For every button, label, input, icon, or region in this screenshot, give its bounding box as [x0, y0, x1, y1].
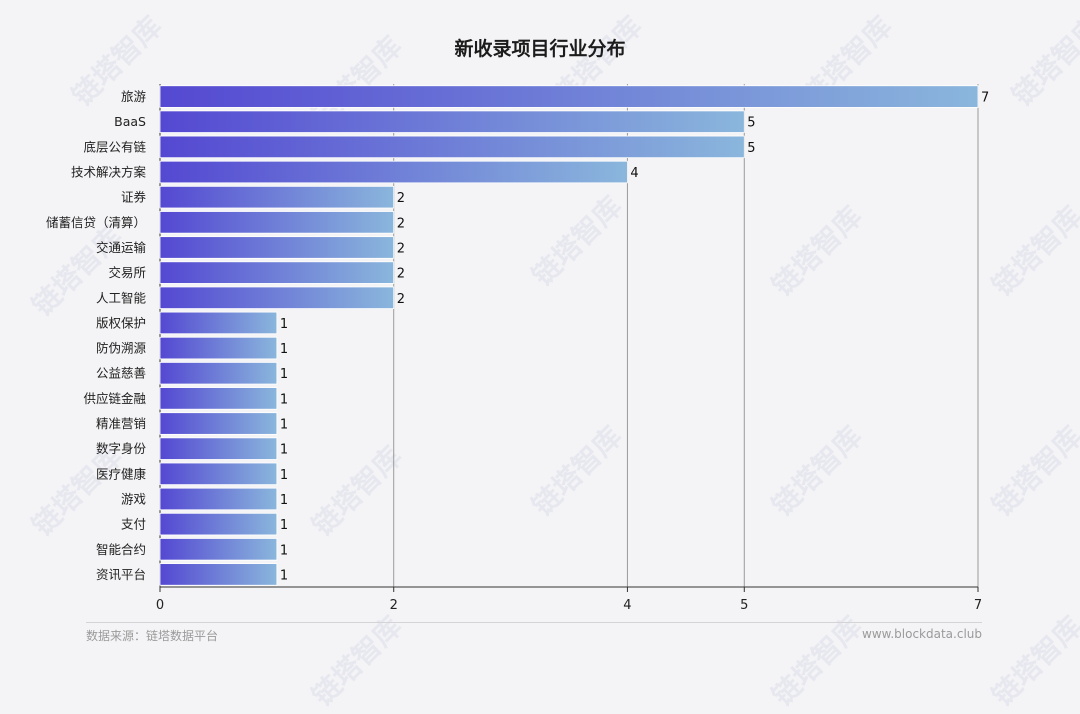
site-url: www.blockdata.club: [862, 627, 982, 641]
data-label: 1: [280, 367, 288, 382]
data-label: 7: [981, 91, 989, 106]
bar: [159, 487, 278, 511]
category-label: 底层公有链: [83, 139, 146, 154]
footer-divider: [86, 622, 982, 623]
chart-title: 新收录项目行业分布: [454, 38, 626, 60]
bar-chart: 0 2 4 5 7 旅游 7 BaaS 5 底层公有链 5 技术解决方案 4 证券 2 储蓄信贷（清算） 2 交…: [46, 84, 989, 613]
data-label: 1: [280, 342, 288, 357]
data-label: 5: [747, 116, 755, 131]
x-tick-label: 0: [156, 598, 164, 613]
category-label: BaaS: [114, 114, 146, 129]
data-label: 1: [280, 568, 288, 583]
category-label: 支付: [121, 517, 146, 532]
data-label: 1: [280, 418, 288, 433]
bar: [159, 211, 395, 234]
bar: [159, 135, 745, 159]
bar: [159, 261, 395, 284]
data-label: 1: [280, 317, 288, 332]
category-label: 技术解决方案: [71, 165, 147, 180]
category-label: 医疗健康: [96, 466, 147, 481]
bar: [159, 437, 278, 460]
bar: [159, 160, 628, 184]
x-tick-label: 5: [740, 598, 748, 613]
data-label: 4: [630, 166, 638, 181]
category-label: 游戏: [121, 491, 146, 506]
data-label: 2: [397, 292, 405, 307]
category-label: 旅游: [121, 89, 147, 104]
data-label: 1: [280, 518, 288, 533]
bar: [159, 185, 395, 209]
bar: [159, 110, 745, 133]
category-label: 证券: [121, 190, 147, 205]
category-label: 储蓄信贷（清算）: [46, 215, 146, 230]
data-label: 1: [280, 543, 288, 558]
category-label: 精准营销: [96, 416, 146, 431]
bar: [159, 412, 278, 435]
data-label: 1: [280, 443, 288, 458]
bar: [159, 538, 278, 561]
data-label: 2: [397, 241, 405, 256]
category-label: 数字身份: [96, 441, 147, 456]
bar: [159, 362, 278, 385]
bar: [159, 512, 278, 536]
category-label: 交易所: [108, 265, 146, 280]
x-tick-label: 4: [623, 598, 631, 613]
category-label: 交通运输: [96, 240, 147, 255]
bar: [159, 462, 278, 486]
category-label: 公益慈善: [96, 366, 146, 381]
data-source-note: 数据来源：链塔数据平台: [86, 629, 219, 643]
bar: [159, 286, 395, 309]
category-label: 智能合约: [96, 542, 146, 557]
bar: [159, 387, 278, 410]
data-label: 1: [280, 493, 288, 508]
bar: [159, 311, 278, 335]
bar: [159, 85, 979, 108]
bar: [159, 563, 278, 586]
data-label: 1: [280, 468, 288, 483]
bar: [159, 336, 278, 360]
category-label: 资讯平台: [96, 567, 146, 582]
bar: [159, 236, 395, 259]
category-label: 供应链金融: [83, 391, 146, 406]
x-tick-label: 7: [974, 598, 982, 613]
category-label: 版权保护: [96, 315, 146, 330]
data-label: 2: [397, 216, 405, 231]
data-label: 1: [280, 392, 288, 407]
category-label: 防伪溯源: [96, 341, 147, 356]
data-label: 5: [747, 141, 755, 156]
data-label: 2: [397, 191, 405, 206]
data-label: 2: [397, 267, 405, 282]
category-label: 人工智能: [96, 290, 147, 305]
x-tick-label: 2: [390, 598, 398, 613]
